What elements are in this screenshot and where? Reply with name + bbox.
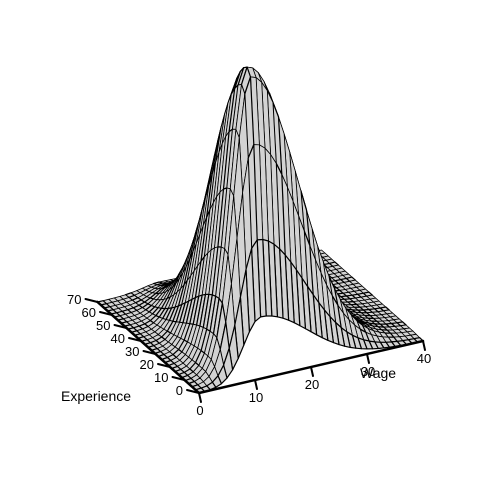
x-tick-label: 0 [196,403,203,418]
x-axis-tick [198,392,202,403]
y-tick-label: 40 [111,331,125,346]
x-tick-label: 20 [305,377,319,392]
x-tick-label: 10 [249,390,263,405]
y-axis-tick [113,324,128,329]
y-tick-label: 50 [96,318,110,333]
y-axis-tick [84,298,99,303]
x-axis-tick [254,379,258,390]
x-axis-tick [366,353,370,364]
x-tick-label: 30 [361,364,375,379]
x-axis-tick [422,340,426,351]
y-axis-tick [171,376,186,381]
x-axis-tick [310,366,314,377]
surface-mesh [96,66,424,394]
x-tick-label: 40 [417,351,431,366]
y-axis-tick [99,311,113,316]
x-axis-label: Wage [360,365,396,381]
y-axis-tick [186,389,200,394]
y-axis-tick [157,363,171,368]
y-tick-label: 10 [154,370,168,385]
y-tick-label: 30 [125,344,139,359]
y-axis-tick [128,337,142,342]
y-tick-label: 0 [176,383,183,398]
y-tick-label: 70 [67,292,81,307]
y-axis-label: Experience [61,388,131,404]
y-tick-label: 60 [82,305,96,320]
y-axis-line [96,300,201,395]
y-tick-label: 20 [140,357,154,372]
y-axis-tick [142,350,157,355]
